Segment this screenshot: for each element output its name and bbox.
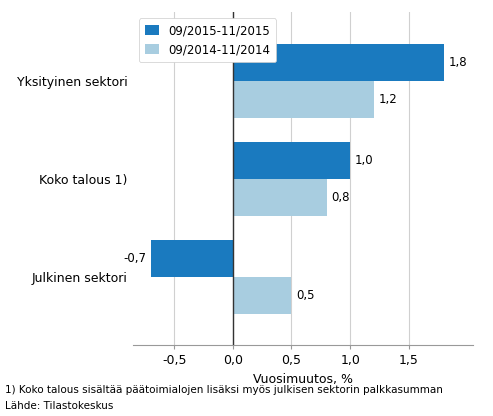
Bar	[233, 179, 327, 216]
Bar	[233, 277, 291, 314]
Text: 1,2: 1,2	[378, 93, 397, 106]
Bar	[233, 81, 374, 118]
Text: 0,8: 0,8	[331, 191, 350, 204]
Text: 0,5: 0,5	[296, 289, 315, 302]
X-axis label: Vuosimuutos, %: Vuosimuutos, %	[253, 373, 353, 386]
Bar	[233, 44, 444, 81]
Text: Lähde: Tilastokeskus: Lähde: Tilastokeskus	[5, 401, 113, 411]
Bar	[233, 142, 350, 179]
Text: 1,8: 1,8	[449, 56, 467, 69]
Text: -0,7: -0,7	[123, 252, 146, 265]
Legend: 09/2015-11/2015, 09/2014-11/2014: 09/2015-11/2015, 09/2014-11/2014	[139, 18, 277, 62]
Text: 1,0: 1,0	[355, 154, 373, 167]
Bar	[151, 240, 233, 277]
Text: 1) Koko talous sisältää päätoimialojen lisäksi myös julkisen sektorin palkkasumm: 1) Koko talous sisältää päätoimialojen l…	[5, 385, 443, 395]
